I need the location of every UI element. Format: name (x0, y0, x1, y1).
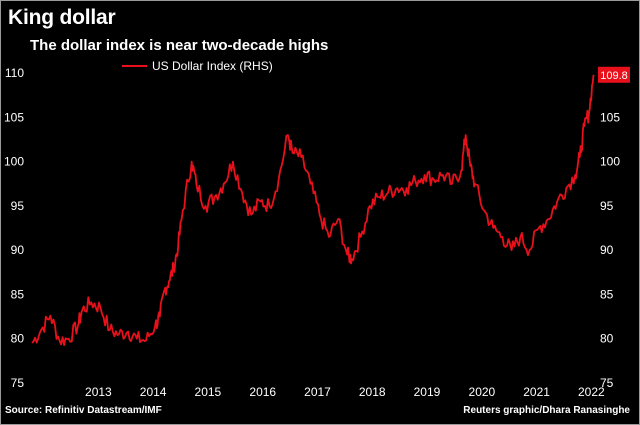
chart-subtitle: The dollar index is near two-decade high… (30, 37, 329, 54)
y-tick-right-105: 105 (600, 110, 620, 124)
y-tick-right-75: 75 (600, 376, 614, 390)
y-tick-left-105: 105 (4, 110, 24, 124)
y-tick-right-95: 95 (600, 199, 614, 213)
y-tick-right-80: 80 (600, 332, 614, 346)
x-tick-2016: 2016 (249, 385, 276, 399)
last-value-box (598, 66, 630, 83)
legend: US Dollar Index (RHS) (122, 59, 273, 73)
y-tick-left-85: 85 (11, 287, 25, 301)
x-tick-2022: 2022 (578, 385, 605, 399)
series-line-us-dollar-index (31, 74, 595, 346)
credit-note: Reuters graphic/Dhara Ranasinghe (463, 405, 630, 416)
source-note: Source: Refinitiv Datastream/IMF (5, 405, 162, 416)
y-tick-right-85: 85 (600, 287, 614, 301)
legend-label: US Dollar Index (RHS) (152, 59, 273, 73)
x-tick-2019: 2019 (414, 385, 441, 399)
x-tick-2017: 2017 (304, 385, 331, 399)
last-value-label: 109.8 (600, 70, 628, 82)
y-tick-left-100: 100 (4, 155, 24, 169)
y-tick-left-80: 80 (11, 332, 25, 346)
chart-title: King dollar (8, 6, 116, 29)
y-tick-left-110: 110 (5, 66, 24, 80)
x-tick-2018: 2018 (359, 385, 386, 399)
x-tick-2015: 2015 (195, 385, 222, 399)
y-tick-right-100: 100 (600, 155, 620, 169)
y-tick-left-75: 75 (11, 376, 25, 390)
x-tick-2021: 2021 (523, 385, 550, 399)
x-tick-2013: 2013 (85, 385, 112, 399)
y-tick-left-90: 90 (11, 243, 25, 257)
legend-swatch (122, 65, 147, 67)
x-tick-2014: 2014 (140, 385, 167, 399)
y-tick-left-95: 95 (11, 199, 25, 213)
y-tick-right-90: 90 (600, 243, 614, 257)
x-tick-2020: 2020 (469, 385, 496, 399)
